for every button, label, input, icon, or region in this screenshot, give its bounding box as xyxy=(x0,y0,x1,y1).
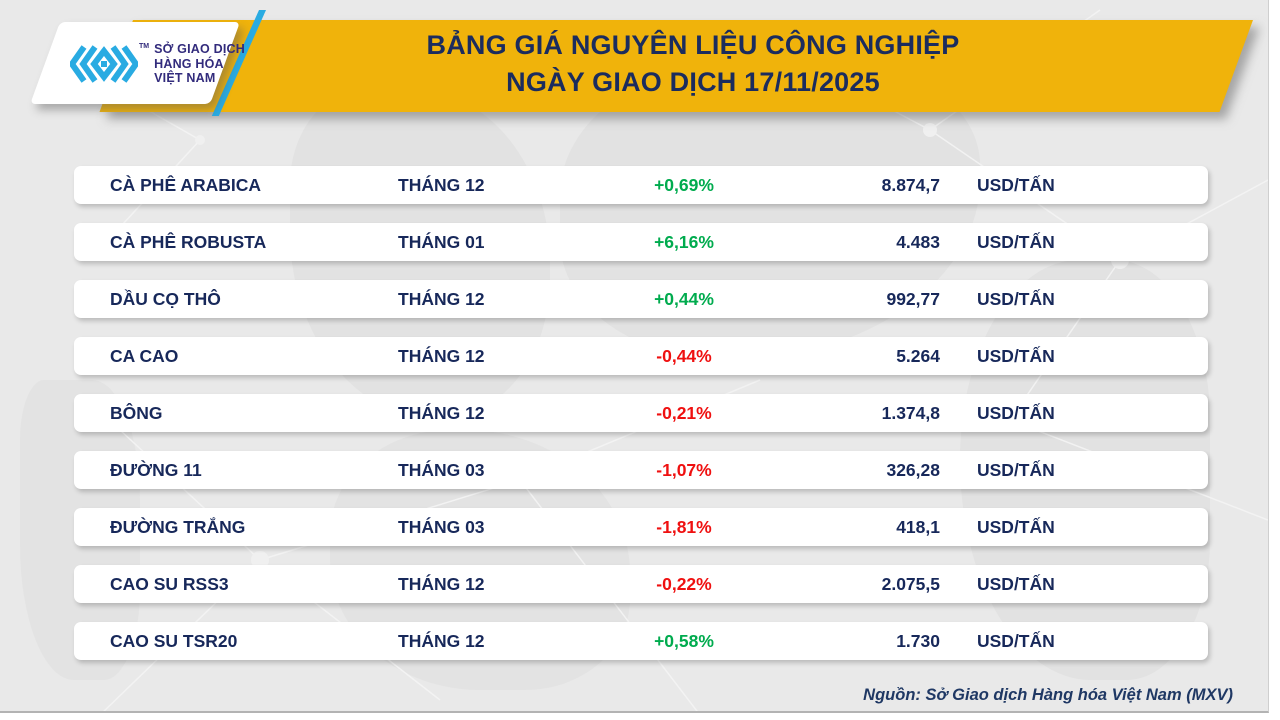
price-unit: USD/TẤN xyxy=(977,402,1055,423)
contract-month: THÁNG 12 xyxy=(398,288,485,309)
table-row: CA CAO THÁNG 12 -0,44% 5.264 USD/TẤN xyxy=(74,337,1208,375)
contract-month: THÁNG 03 xyxy=(398,459,485,480)
table-row: CAO SU TSR20 THÁNG 12 +0,58% 1.730 USD/T… xyxy=(74,622,1208,660)
commodity-name: DẦU CỌ THÔ xyxy=(110,288,221,309)
percent-change: +6,16% xyxy=(654,231,714,252)
commodity-name: CA CAO xyxy=(110,345,179,366)
contract-month: THÁNG 12 xyxy=(398,174,485,195)
commodity-name: CAO SU TSR20 xyxy=(110,630,238,651)
percent-change: -0,44% xyxy=(656,345,712,366)
page-title: BẢNG GIÁ NGUYÊN LIỆU CÔNG NGHIỆP NGÀY GI… xyxy=(313,27,1073,101)
price-table: CÀ PHÊ ARABICA THÁNG 12 +0,69% 8.874,7 U… xyxy=(74,166,1208,679)
table-row: ĐƯỜNG 11 THÁNG 03 -1,07% 326,28 USD/TẤN xyxy=(74,451,1208,489)
title-line-2: NGÀY GIAO DỊCH 17/11/2025 xyxy=(506,67,880,97)
title-line-1: BẢNG GIÁ NGUYÊN LIỆU CÔNG NGHIỆP xyxy=(426,30,960,60)
percent-change: +0,44% xyxy=(654,288,714,309)
table-row: DẦU CỌ THÔ THÁNG 12 +0,44% 992,77 USD/TẤ… xyxy=(74,280,1208,318)
price-value: 326,28 xyxy=(886,459,940,480)
logo-text-line-2: HÀNG HÓA xyxy=(154,56,224,71)
percent-change: -1,81% xyxy=(656,516,712,537)
price-value: 1.730 xyxy=(896,630,940,651)
percent-change: -1,07% xyxy=(656,459,712,480)
commodity-name: CÀ PHÊ ARABICA xyxy=(110,174,262,195)
commodity-name: CÀ PHÊ ROBUSTA xyxy=(110,231,267,252)
percent-change: +0,69% xyxy=(654,174,714,195)
percent-change: +0,58% xyxy=(654,630,714,651)
mxv-logo: TM SỞ GIAO DỊCH HÀNG HÓA VIỆT NAM xyxy=(70,34,250,94)
price-value: 8.874,7 xyxy=(881,174,940,195)
price-unit: USD/TẤN xyxy=(977,288,1055,309)
mxv-logo-text: SỞ GIAO DỊCH HÀNG HÓA VIỆT NAM xyxy=(154,42,245,86)
percent-change: -0,21% xyxy=(656,402,712,423)
contract-month: THÁNG 12 xyxy=(398,345,485,366)
commodity-name: ĐƯỜNG 11 xyxy=(110,459,202,480)
commodity-name: ĐƯỜNG TRẮNG xyxy=(110,516,246,537)
logo-text-line-3: VIỆT NAM xyxy=(154,71,216,86)
commodity-name: BÔNG xyxy=(110,402,163,423)
contract-month: THÁNG 01 xyxy=(398,231,485,252)
price-unit: USD/TẤN xyxy=(977,573,1055,594)
table-row: CÀ PHÊ ROBUSTA THÁNG 01 +6,16% 4.483 USD… xyxy=(74,223,1208,261)
price-value: 4.483 xyxy=(896,231,940,252)
percent-change: -0,22% xyxy=(656,573,712,594)
logo-text-line-1: SỞ GIAO DỊCH xyxy=(154,42,245,57)
price-value: 1.374,8 xyxy=(881,402,940,423)
price-unit: USD/TẤN xyxy=(977,630,1055,651)
price-unit: USD/TẤN xyxy=(977,174,1055,195)
price-unit: USD/TẤN xyxy=(977,345,1055,366)
source-attribution: Nguồn: Sở Giao dịch Hàng hóa Việt Nam (M… xyxy=(863,686,1233,704)
table-row: CÀ PHÊ ARABICA THÁNG 12 +0,69% 8.874,7 U… xyxy=(74,166,1208,204)
mxv-logo-icon xyxy=(70,45,138,83)
contract-month: THÁNG 12 xyxy=(398,402,485,423)
commodity-name: CAO SU RSS3 xyxy=(110,573,229,594)
price-value: 5.264 xyxy=(896,345,940,366)
table-row: BÔNG THÁNG 12 -0,21% 1.374,8 USD/TẤN xyxy=(74,394,1208,432)
contract-month: THÁNG 03 xyxy=(398,516,485,537)
table-row: ĐƯỜNG TRẮNG THÁNG 03 -1,81% 418,1 USD/TẤ… xyxy=(74,508,1208,546)
price-unit: USD/TẤN xyxy=(977,459,1055,480)
contract-month: THÁNG 12 xyxy=(398,573,485,594)
contract-month: THÁNG 12 xyxy=(398,630,485,651)
price-unit: USD/TẤN xyxy=(977,231,1055,252)
price-value: 992,77 xyxy=(886,288,940,309)
price-value: 2.075,5 xyxy=(881,573,940,594)
price-value: 418,1 xyxy=(896,516,940,537)
trademark-symbol: TM xyxy=(139,42,150,50)
price-unit: USD/TẤN xyxy=(977,516,1055,537)
table-row: CAO SU RSS3 THÁNG 12 -0,22% 2.075,5 USD/… xyxy=(74,565,1208,603)
